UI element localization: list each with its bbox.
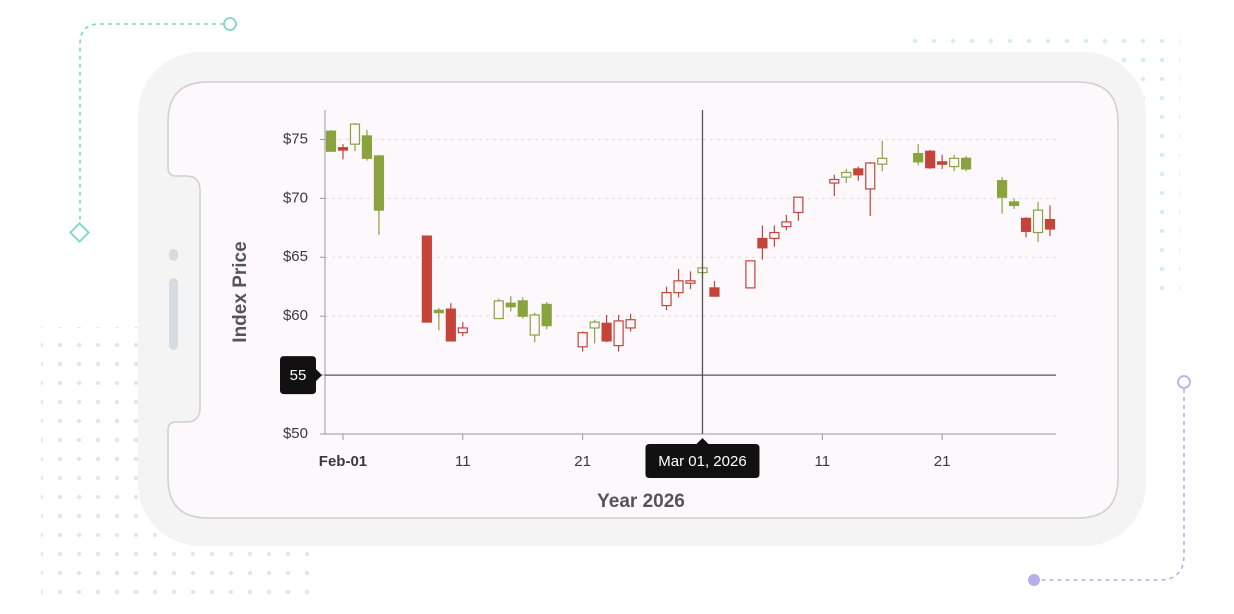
crosshair-x-label: Mar 01, 2026 — [658, 453, 746, 470]
candle-body — [1032, 209, 1044, 234]
candle-body — [673, 280, 684, 294]
y-axis-title: Index Price — [230, 241, 251, 342]
candle-body — [913, 152, 924, 163]
candle-body — [853, 168, 864, 176]
candle-body — [757, 237, 768, 249]
x-tick-label: Feb-01 — [319, 453, 367, 470]
candle-body — [709, 287, 720, 297]
candle-body — [925, 150, 936, 169]
candle-body — [877, 157, 888, 165]
diamond — [69, 222, 90, 243]
candle-body — [781, 221, 792, 228]
candle-body — [601, 322, 612, 342]
candle-body — [961, 157, 972, 170]
candle-body — [745, 260, 756, 289]
crosshair-y-label: 55 — [290, 367, 307, 384]
x-tick-label: 11 — [455, 453, 471, 470]
candle-body — [445, 308, 456, 342]
candle-body — [685, 280, 696, 284]
y-tick-label: $75 — [283, 130, 308, 147]
candle-body — [829, 178, 840, 184]
dot — [1028, 574, 1040, 586]
phone — [138, 52, 1146, 546]
y-tick-label: $65 — [283, 248, 308, 265]
x-tick-label: 21 — [574, 453, 591, 470]
candle-body — [841, 171, 852, 178]
dashed-path — [1040, 389, 1185, 581]
candle-body — [1008, 201, 1020, 207]
ring — [1177, 375, 1191, 389]
y-tick-label: $60 — [283, 307, 308, 324]
phone-screen — [167, 81, 1119, 519]
candle-body — [613, 320, 624, 347]
plot: Index Price Year 2026 $50$55$60$65$70$75… — [230, 110, 1056, 512]
candle-body — [493, 300, 504, 320]
candle-body — [793, 196, 804, 214]
candle-body — [949, 157, 960, 168]
candle-body — [361, 135, 373, 159]
x-tick-label: 21 — [934, 453, 951, 470]
candle-body — [517, 300, 528, 317]
candle-body — [421, 235, 432, 323]
candle-body — [505, 302, 516, 308]
crosshair-x-tooltip — [645, 438, 760, 478]
candle-body — [996, 180, 1008, 198]
candle-body — [457, 327, 468, 334]
candle-body — [325, 130, 337, 152]
speaker — [169, 278, 178, 350]
candle-body — [1020, 217, 1032, 232]
candle-body — [433, 309, 444, 314]
x-tick-label: 11 — [815, 453, 831, 470]
y-tick-label: $50 — [283, 425, 308, 442]
candle-body — [373, 155, 385, 211]
ring — [223, 17, 237, 31]
candle-body — [529, 314, 540, 336]
candle-body — [337, 147, 349, 151]
candle-body — [349, 123, 361, 145]
x-axis-title: Year 2026 — [597, 491, 685, 512]
y-tick-label: $70 — [283, 189, 308, 206]
candle-body — [541, 303, 552, 327]
candle-body — [937, 161, 948, 165]
sensor — [169, 249, 178, 261]
candle-body — [769, 231, 780, 240]
crosshair-y-tooltip — [280, 356, 322, 395]
candle-body — [1044, 218, 1056, 230]
candle-body — [625, 319, 636, 329]
candle-body — [661, 292, 672, 307]
candle-body — [589, 321, 600, 329]
candle-body — [865, 162, 876, 190]
candle-body — [577, 332, 588, 348]
